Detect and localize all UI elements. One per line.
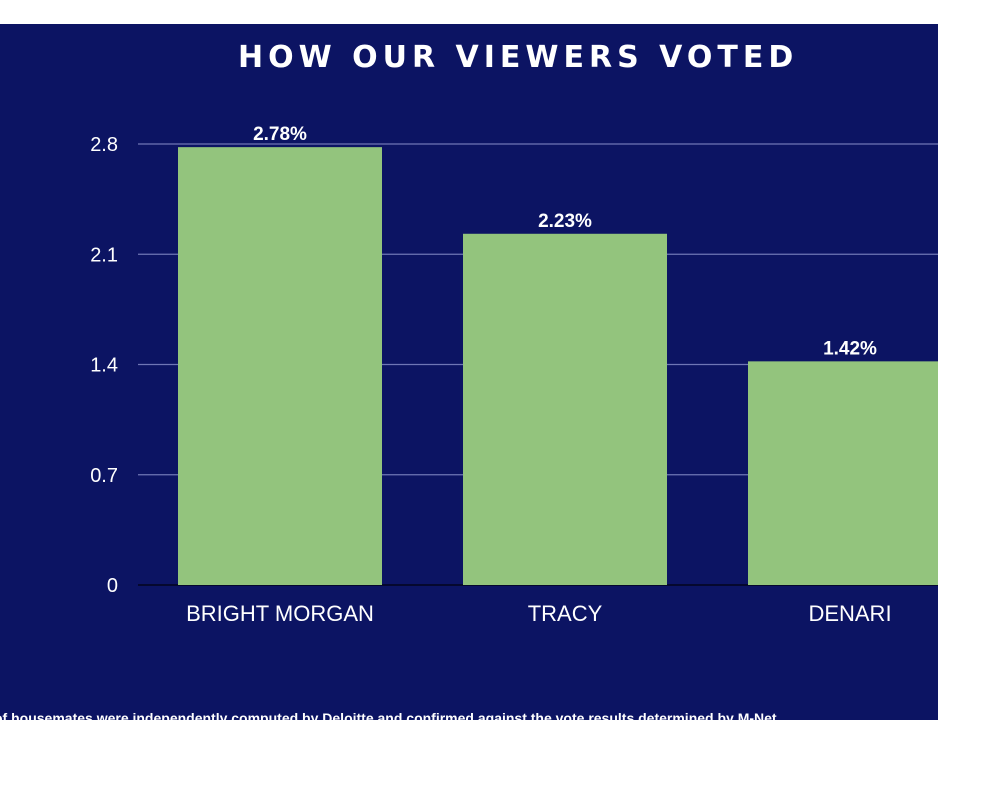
y-tick-label: 1.4 [90, 355, 118, 377]
data-label: 2.78% [253, 124, 307, 145]
bar [178, 147, 382, 585]
y-tick-label: 2.8 [90, 134, 118, 156]
broadcast-screen: HOW OUR VIEWERS VOTED 0 0.7 1.4 2.1 2.8 2.78%… [0, 24, 938, 720]
y-tick-label: 0 [107, 575, 118, 597]
x-category-label: TRACY [528, 601, 603, 626]
bar [748, 361, 938, 585]
bar [463, 233, 667, 585]
chart-title: HOW OUR VIEWERS VOTED [238, 40, 799, 75]
y-tick-label: 0.7 [90, 465, 118, 487]
x-category-label: DENARI [808, 601, 891, 626]
data-label: 1.42% [823, 338, 877, 359]
x-category-label: BRIGHT MORGAN [186, 601, 374, 626]
data-label: 2.23% [538, 211, 592, 232]
bar-chart: 0 0.7 1.4 2.1 2.8 2.78% BRIGHT MORGAN 2.23% TRAC… [90, 124, 938, 626]
footnote-disclaimer: of housemates were independently compute… [0, 710, 777, 720]
y-tick-label: 2.1 [90, 244, 118, 266]
